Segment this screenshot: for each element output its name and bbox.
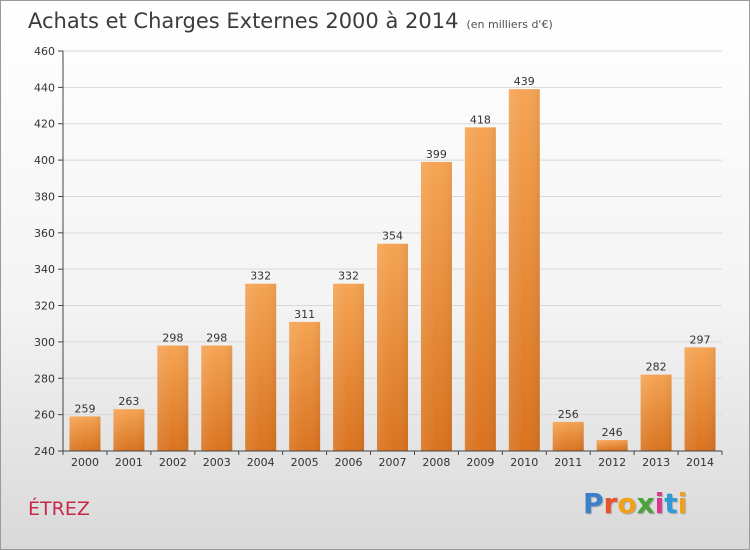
bar-value-label: 399 bbox=[426, 148, 447, 161]
y-tick-label: 260 bbox=[34, 409, 55, 422]
x-tick-label: 2012 bbox=[598, 456, 626, 469]
logo-letter: r bbox=[603, 487, 618, 520]
bar-shine bbox=[596, 440, 628, 451]
bar-shine bbox=[552, 421, 584, 451]
x-tick-label: 2002 bbox=[159, 456, 187, 469]
bar-shine bbox=[289, 321, 321, 451]
bar-value-label: 354 bbox=[382, 230, 403, 243]
logo-letter: x bbox=[636, 487, 655, 520]
bar-shine bbox=[245, 283, 277, 451]
x-tick-label: 2004 bbox=[247, 456, 275, 469]
y-tick-label: 320 bbox=[34, 300, 55, 313]
bar-value-label: 263 bbox=[118, 395, 139, 408]
x-tick-label: 2008 bbox=[422, 456, 450, 469]
bar-value-label: 311 bbox=[294, 308, 315, 321]
y-tick-label: 460 bbox=[34, 45, 55, 58]
y-tick-label: 280 bbox=[34, 372, 55, 385]
chart-title: Achats et Charges Externes 2000 à 2014 (e… bbox=[28, 9, 553, 33]
bar-shine bbox=[464, 127, 496, 451]
x-tick-label: 2011 bbox=[554, 456, 582, 469]
bar-value-label: 259 bbox=[74, 402, 95, 415]
y-tick-label: 340 bbox=[34, 263, 55, 276]
y-tick-label: 400 bbox=[34, 154, 55, 167]
bar-shine bbox=[333, 283, 365, 451]
bar-shine bbox=[684, 347, 716, 451]
x-tick-label: 2003 bbox=[203, 456, 231, 469]
x-tick-label: 2006 bbox=[335, 456, 363, 469]
bar-value-label: 298 bbox=[206, 332, 227, 345]
y-tick-label: 360 bbox=[34, 227, 55, 240]
logo-letter: P bbox=[583, 487, 604, 520]
bar-value-label: 297 bbox=[690, 333, 711, 346]
logo-letter: i bbox=[654, 487, 665, 520]
x-tick-label: 2001 bbox=[115, 456, 143, 469]
x-tick-label: 2007 bbox=[379, 456, 407, 469]
bar-shine bbox=[113, 409, 145, 451]
chart-subtitle: (en milliers d'€) bbox=[466, 18, 553, 31]
bar-value-label: 246 bbox=[602, 426, 623, 439]
bar-value-label: 439 bbox=[514, 75, 535, 88]
axes: 240 260 280 300 320 340 360 380 400 420 440 460 2000… bbox=[34, 45, 723, 469]
chart-title-text: Achats et Charges Externes 2000 à 2014 bbox=[28, 9, 459, 33]
logo-letter: i bbox=[677, 487, 688, 520]
x-tick-label: 2013 bbox=[642, 456, 670, 469]
bar-value-label: 256 bbox=[558, 408, 579, 421]
bar-shine bbox=[377, 243, 408, 451]
logo-letter: t bbox=[664, 487, 678, 520]
y-tick-label: 240 bbox=[34, 445, 55, 458]
x-tick-label: 2000 bbox=[71, 456, 99, 469]
proxiti-logo: Proxiti bbox=[583, 487, 687, 520]
town-name: ÉTREZ bbox=[28, 498, 90, 520]
bar-shine bbox=[157, 345, 189, 451]
logo-letter: o bbox=[617, 487, 637, 520]
x-tick-label: 2009 bbox=[466, 456, 494, 469]
bar-value-label: 332 bbox=[338, 270, 359, 283]
y-tick-label: 440 bbox=[34, 81, 55, 94]
bar-shine bbox=[420, 161, 452, 451]
bar-value-label: 332 bbox=[250, 270, 271, 283]
bar-value-label: 298 bbox=[162, 332, 183, 345]
bars: 259 263 298 298 332 311 332 354 399 418 439 256 246 2… bbox=[69, 75, 716, 451]
bar-shine bbox=[201, 345, 233, 451]
x-tick-label: 2014 bbox=[686, 456, 714, 469]
y-tick-label: 300 bbox=[34, 336, 55, 349]
y-tick-label: 420 bbox=[34, 118, 55, 131]
y-tick-label: 380 bbox=[34, 190, 55, 203]
x-tick-label: 2005 bbox=[291, 456, 319, 469]
bar-shine bbox=[508, 89, 540, 451]
bar-value-label: 282 bbox=[646, 361, 667, 374]
bar-value-label: 418 bbox=[470, 113, 491, 126]
x-tick-label: 2010 bbox=[510, 456, 538, 469]
bar-shine bbox=[640, 374, 672, 451]
bar-shine bbox=[69, 416, 101, 451]
